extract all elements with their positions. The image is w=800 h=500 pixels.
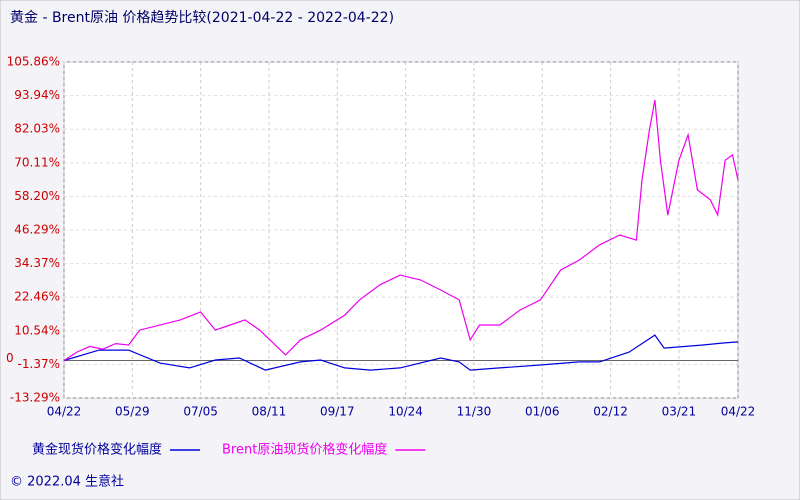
y-tick-label: 105.86%: [7, 55, 60, 69]
legend-label: Brent原油现货价格变化幅度: [222, 442, 387, 458]
x-tick-label: 07/05: [183, 405, 218, 419]
legend-label: 黄金现货价格变化幅度: [32, 442, 162, 458]
x-tick-label: 03/21: [662, 405, 697, 419]
y-tick-label: 10.54%: [14, 323, 60, 337]
series-line: [63, 334, 739, 371]
x-tick-label: 10/24: [388, 405, 423, 419]
y-tick-label: 70.11%: [14, 155, 60, 169]
y-tick-label: 93.94%: [14, 88, 60, 102]
series-line: [63, 99, 739, 362]
x-tick-label: 01/06: [525, 405, 560, 419]
y-tick-label: 82.03%: [14, 122, 60, 136]
x-tick-label: 11/30: [457, 405, 492, 419]
footer: © 2022.04 生意社: [10, 474, 124, 490]
zero-label: 0: [6, 351, 14, 365]
y-tick-label: -1.37%: [18, 357, 60, 371]
x-tick-label: 02/12: [593, 405, 628, 419]
y-tick-label: -13.29%: [10, 391, 60, 405]
y-tick-label: 22.46%: [14, 290, 60, 304]
chart-title: 黄金 - Brent原油 价格趋势比较(2021-04-22 - 2022-04…: [10, 9, 394, 26]
x-tick-label: 08/11: [252, 405, 287, 419]
y-tick-label: 34.37%: [14, 256, 60, 270]
y-tick-label: 46.29%: [14, 222, 60, 236]
x-tick-label: 04/22: [47, 405, 82, 419]
x-tick-label: 04/22: [721, 405, 756, 419]
y-tick-label: 58.20%: [14, 189, 60, 203]
x-tick-label: 09/17: [320, 405, 355, 419]
x-tick-label: 05/29: [115, 405, 150, 419]
